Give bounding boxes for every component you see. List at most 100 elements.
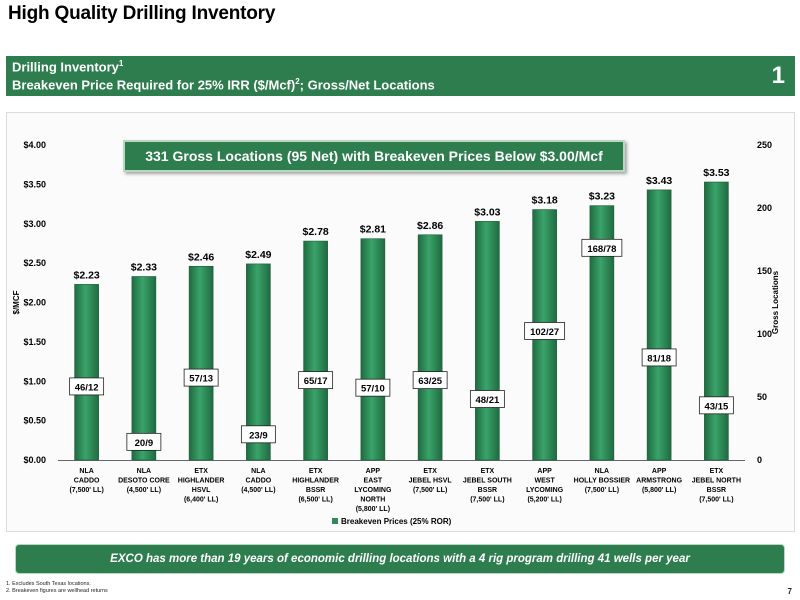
x-tick-label: (7,500' LL) bbox=[413, 487, 447, 494]
location-box bbox=[581, 238, 623, 257]
bar bbox=[704, 181, 729, 461]
header-footnote-marker: 1 bbox=[118, 59, 124, 68]
footnote-2: 2. Breakeven figures are wellhead return… bbox=[6, 588, 108, 594]
location-box bbox=[698, 396, 734, 415]
location-label: 102/27 bbox=[530, 327, 559, 338]
x-tick-label: (6,400' LL) bbox=[184, 497, 218, 504]
bar-value-label: $2.81 bbox=[360, 224, 386, 236]
bar bbox=[646, 189, 672, 461]
x-tick-label: APP bbox=[652, 468, 667, 475]
y-tick-label: $0.00 bbox=[23, 455, 46, 465]
location-label: 20/9 bbox=[135, 438, 154, 449]
y-tick-label: $0.50 bbox=[23, 416, 46, 426]
x-tick-label: LYCOMING bbox=[526, 487, 564, 494]
bar-value-label: $2.46 bbox=[188, 251, 214, 263]
bar-value-label: $2.23 bbox=[73, 269, 99, 281]
y2-tick-label: 200 bbox=[757, 203, 772, 213]
location-label: 57/10 bbox=[361, 384, 385, 395]
bar-value-label: $3.43 bbox=[646, 175, 672, 187]
header-title: Drilling Inventory1 bbox=[12, 59, 124, 75]
x-tick-label: (5,200' LL) bbox=[527, 497, 561, 504]
y-tick-label: $4.00 bbox=[23, 140, 46, 150]
x-tick-label: (7,500' LL) bbox=[585, 487, 619, 494]
x-tick-label: JEBEL HSVL bbox=[409, 478, 453, 485]
x-tick-label: EAST bbox=[364, 478, 383, 485]
legend-swatch bbox=[332, 518, 338, 524]
footnote-1: 1. Excludes South Texas locations. bbox=[6, 581, 91, 587]
x-tick-label: JEBEL SOUTH bbox=[463, 478, 512, 485]
x-tick-label: ETX bbox=[423, 468, 437, 475]
location-label: 63/25 bbox=[418, 376, 442, 387]
bar bbox=[74, 284, 99, 461]
x-tick-label: (6,500' LL) bbox=[298, 497, 332, 504]
y-tick-label: $2.00 bbox=[23, 298, 46, 308]
x-tick-label: (4,500' LL) bbox=[127, 487, 161, 494]
location-label: 23/9 bbox=[249, 430, 268, 441]
section-header: Drilling Inventory1 Breakeven Price Requ… bbox=[6, 56, 795, 96]
x-tick-label: HSVL bbox=[192, 487, 211, 494]
y2-tick-label: 150 bbox=[757, 266, 772, 276]
bar bbox=[131, 276, 157, 461]
header-subtitle-footnote-marker: 2 bbox=[295, 77, 300, 86]
x-tick-label: HOLLY BOSSIER bbox=[574, 478, 630, 485]
x-tick-label: NLA bbox=[251, 468, 265, 475]
location-box bbox=[524, 322, 566, 340]
x-tick-label: (7,500' LL) bbox=[69, 487, 103, 494]
y-tick-label: $2.50 bbox=[23, 258, 46, 268]
bar-value-label: $3.23 bbox=[589, 191, 615, 203]
y-tick-label: $3.50 bbox=[23, 179, 46, 189]
bar-value-label: $3.18 bbox=[531, 195, 557, 207]
location-label: 57/13 bbox=[189, 374, 213, 385]
location-label: 43/15 bbox=[704, 401, 728, 412]
bottom-banner: EXCO has more than 19 years of economic … bbox=[15, 544, 785, 574]
bar-value-label: $2.33 bbox=[131, 262, 157, 274]
y2-tick-label: 100 bbox=[757, 329, 772, 339]
location-label: 65/17 bbox=[304, 376, 328, 387]
x-tick-label: APP bbox=[366, 468, 381, 475]
bar-value-label: $2.49 bbox=[245, 249, 271, 261]
x-tick-label: CADDO bbox=[74, 478, 100, 485]
x-tick-label: LYCOMING bbox=[354, 487, 392, 494]
x-tick-label: BSSR bbox=[478, 487, 497, 494]
bar bbox=[417, 234, 443, 461]
header-subtitle: Breakeven Price Required for 25% IRR ($/… bbox=[12, 77, 435, 93]
slide-title: High Quality Drilling Inventory bbox=[8, 3, 276, 24]
y2-tick-label: 50 bbox=[757, 392, 767, 402]
x-tick-label: (5,800' LL) bbox=[356, 506, 390, 513]
x-tick-label: BSSR bbox=[707, 487, 726, 494]
location-box bbox=[126, 432, 162, 451]
x-tick-label: APP bbox=[537, 468, 552, 475]
location-box bbox=[641, 348, 677, 367]
y2-tick-label: 0 bbox=[757, 455, 762, 465]
bar bbox=[188, 265, 214, 461]
y-tick-label: $1.50 bbox=[23, 337, 46, 347]
header-number: 1 bbox=[771, 62, 785, 89]
footnotes: 1. Excludes South Texas locations. 2. Br… bbox=[6, 581, 108, 595]
location-box bbox=[298, 371, 334, 390]
x-tick-label: HIGHLANDER bbox=[292, 478, 339, 485]
bar-value-label: $3.53 bbox=[703, 167, 729, 179]
x-tick-label: CADDO bbox=[246, 478, 272, 485]
bar-value-label: $3.03 bbox=[474, 206, 500, 218]
x-tick-label: ETX bbox=[194, 468, 208, 475]
y-tick-label: $3.00 bbox=[23, 219, 46, 229]
x-tick-label: (4,500' LL) bbox=[241, 487, 275, 494]
x-tick-label: (5,800' LL) bbox=[642, 487, 676, 494]
location-box bbox=[69, 377, 105, 396]
bar bbox=[360, 238, 386, 461]
x-tick-label: DESOTO CORE bbox=[118, 478, 170, 485]
x-tick-label: ARMSTRONG bbox=[636, 478, 682, 485]
y2-tick-label: 250 bbox=[757, 140, 772, 150]
x-tick-label: ETX bbox=[309, 468, 323, 475]
location-label: 81/18 bbox=[647, 353, 671, 364]
bar bbox=[475, 221, 500, 461]
location-label: 46/12 bbox=[75, 382, 99, 393]
bar-value-label: $2.78 bbox=[302, 226, 328, 238]
bar bbox=[303, 240, 328, 461]
x-tick-label: HIGHLANDER bbox=[178, 478, 225, 485]
bar-value-label: $2.86 bbox=[417, 220, 443, 232]
location-box bbox=[355, 378, 391, 397]
x-tick-label: (7,500' LL) bbox=[699, 497, 733, 504]
location-box bbox=[240, 425, 276, 444]
